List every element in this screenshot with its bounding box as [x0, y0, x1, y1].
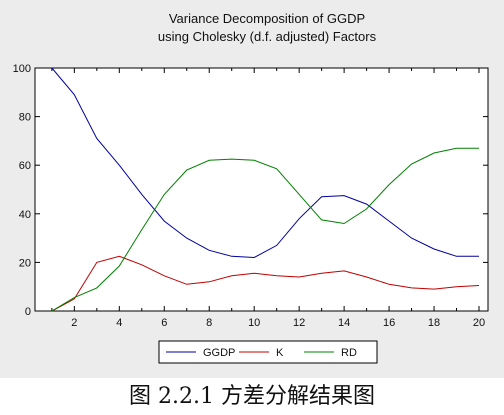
x-tick-label-20: 20	[473, 317, 485, 329]
y-axis: 0 20 40 60 80 100	[13, 63, 488, 318]
legend-label-k: K	[276, 347, 284, 359]
plot-area	[34, 67, 489, 312]
x-tick-label-16: 16	[383, 317, 395, 329]
legend-label-ggdp: GGDP	[203, 347, 235, 359]
y-tick-label-0: 0	[25, 306, 31, 318]
x-tick-label-10: 10	[248, 317, 260, 329]
x-tick-label-8: 8	[206, 317, 212, 329]
x-tick-label-4: 4	[116, 317, 122, 329]
legend-label-rd: RD	[341, 347, 357, 359]
series-line-k	[51, 255, 480, 312]
x-tick-label-6: 6	[161, 317, 167, 329]
x-axis: 2 4 6 8 10 12 14 16 18 20	[51, 68, 485, 329]
chart-title-line-2: using Cholesky (d.f. adjusted) Factors	[158, 29, 377, 44]
y-tick-label-20: 20	[19, 257, 31, 269]
chart-title-line-1: Variance Decomposition of GGDP	[169, 11, 365, 26]
legend: GGDP K RD	[158, 340, 378, 364]
x-tick-label-2: 2	[71, 317, 77, 329]
y-tick-label-80: 80	[19, 112, 31, 124]
y-tick-label-60: 60	[19, 160, 31, 172]
x-tick-label-14: 14	[338, 317, 350, 329]
y-tick-label-40: 40	[19, 209, 31, 221]
series-line-rd	[51, 147, 479, 312]
series-lines	[51, 67, 480, 312]
figure-caption: 图 2.2.1 方差分解结果图	[129, 384, 375, 409]
x-tick-label-18: 18	[428, 317, 440, 329]
x-tick-label-12: 12	[293, 317, 305, 329]
line-chart: Variance Decomposition of GGDP using Cho…	[13, 11, 489, 364]
series-line-ggdp	[51, 67, 479, 259]
y-tick-label-100: 100	[13, 63, 31, 75]
chart-panel: Variance Decomposition of GGDP using Cho…	[0, 0, 504, 378]
